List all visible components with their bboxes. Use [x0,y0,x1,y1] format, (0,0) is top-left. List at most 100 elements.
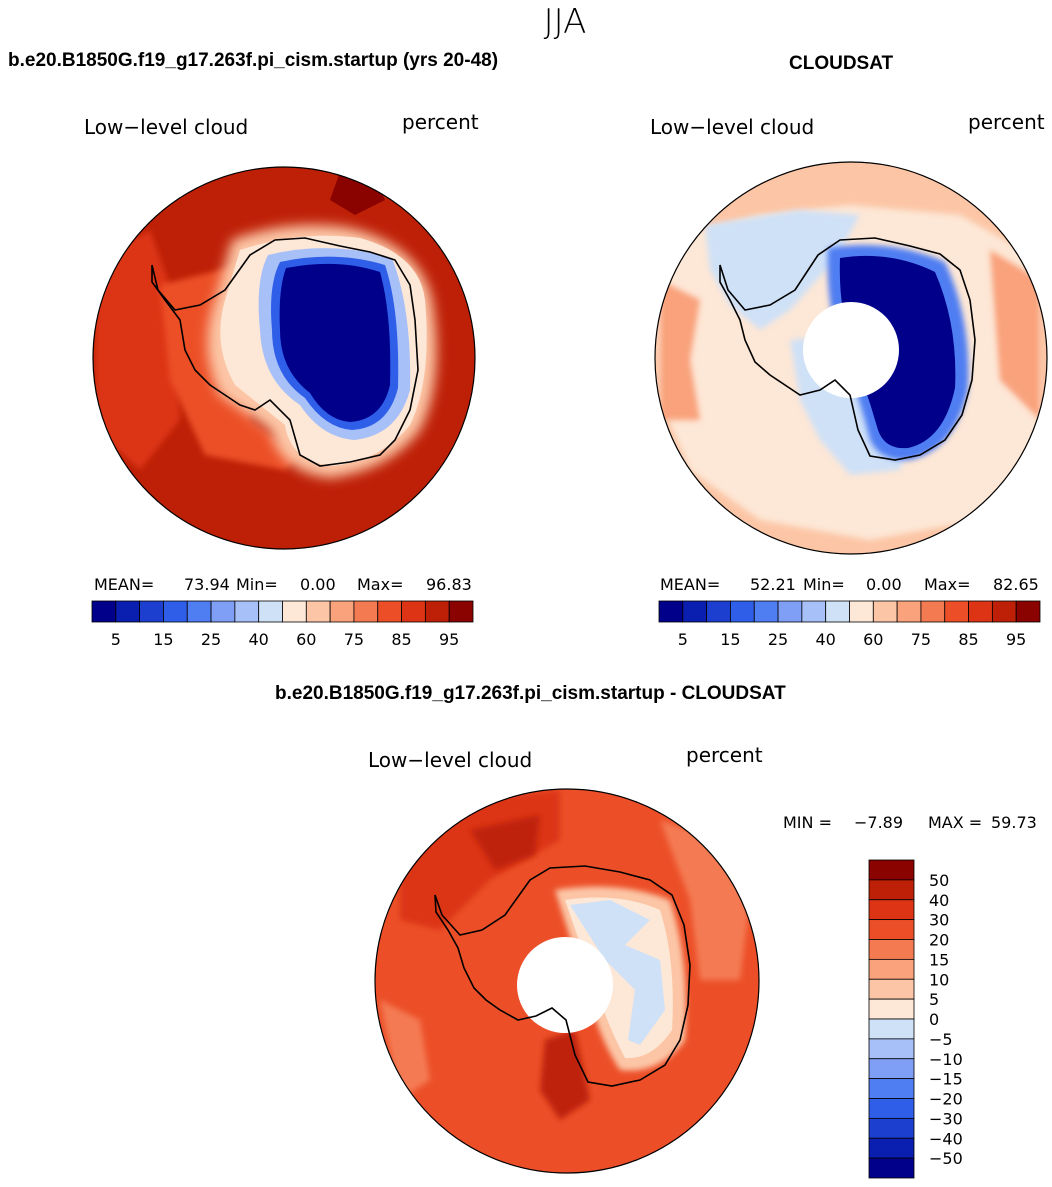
map1-field [93,167,475,549]
colorbar3-tick-label: −10 [929,1050,963,1069]
colorbar3-tick-label: 5 [929,990,939,1009]
colorbar2-box [753,600,779,623]
colorbar3-box [868,919,915,940]
colorbar1-box [448,600,474,623]
colorbar3-box [868,998,915,1020]
panel1-min-label: Min= [236,575,278,594]
colorbar2-box [777,600,803,623]
colorbar3-tick-label: 15 [929,950,949,969]
colorbar2-box [1015,600,1041,623]
colorbar3-box [868,1098,915,1119]
panel2-min-value: 0.00 [866,575,902,594]
colorbar3-box [868,1038,915,1060]
panel2-units-label: percent [968,110,1045,134]
panel2-min-label: Min= [803,575,845,594]
colorbar3-tick-label: 40 [929,891,949,910]
map1-coastline [151,237,419,467]
colorbar1-tick-label: 60 [296,630,316,649]
colorbar1-box [234,600,260,623]
panel2-title: CLOUDSAT [789,53,894,74]
colorbar2-box [920,600,946,623]
colorbar3-tick-label: −30 [929,1109,963,1128]
colorbar2-box [896,600,922,623]
colorbar2-box [968,600,993,623]
colorbar1-tick-label: 85 [391,630,411,649]
colorbar2-tick-label: 60 [863,630,883,649]
panel2-mean-value: 52.21 [750,575,796,594]
colorbar2-box [872,600,898,623]
panel3-min-label: MIN = [783,813,832,832]
panel3-title: b.e20.B1850G.f19_g17.263f.pi_cism.startu… [275,683,786,704]
colorbar2-box [706,600,731,623]
colorbar3-tick-label: −5 [929,1030,953,1049]
map2-border [654,161,1048,555]
panel2-max-label: Max= [924,575,971,594]
panel3-units-label: percent [686,743,763,767]
colorbar3-box [868,1117,915,1139]
panel1-mean-value: 73.94 [184,575,230,594]
colorbar2-tick-label: 5 [678,630,688,649]
map1-border [92,166,476,550]
colorbar1-box [210,600,236,623]
colorbars: 5 15 25 40 60 75 85 95 5 15 25 40 60 75 85 955040302015… [91,600,1041,1179]
colorbar1-tick-label: 25 [201,630,221,649]
map2-field [655,162,1047,554]
panel1-mean-label: MEAN= [94,575,155,594]
colorbar1-box [139,600,164,623]
colorbar2-tick-label: 15 [720,630,740,649]
panel1-min-value: 0.00 [300,575,336,594]
panel3-variable-label: Low−level cloud [368,748,533,772]
colorbar3-box [868,899,915,921]
colorbar2-box [991,600,1017,623]
panel3-max-label: MAX = [928,813,983,832]
colorbar1-box [186,600,212,623]
colorbar1-box [91,600,117,623]
colorbar2-tick-label: 85 [958,630,978,649]
panel3-max-value: 59.73 [991,813,1037,832]
colorbar1-tick-label: 75 [344,630,364,649]
colorbar3-tick-label: −20 [929,1090,963,1109]
colorbar1-box [377,600,402,623]
colorbar1-box [115,600,141,623]
colorbar3-tick-label: 0 [929,1010,939,1029]
map3-border [374,788,760,1174]
colorbar1-tick-label: 5 [111,630,121,649]
panel1-variable-label: Low−level cloud [84,115,249,139]
panel1-max-label: Max= [357,575,404,594]
colorbar3-tick-label: −50 [929,1149,963,1168]
panel1-title: b.e20.B1850G.f19_g17.263f.pi_cism.startu… [8,50,499,71]
colorbar3-box [868,939,915,960]
colorbar3-tick-label: 30 [929,911,949,930]
panel2-mean-label: MEAN= [660,575,721,594]
map2-coastline [719,237,976,461]
panel2-max-value: 82.65 [993,575,1039,594]
panel1-max-value: 96.83 [426,575,472,594]
map3-field [375,789,759,1173]
colorbar2-box [849,600,874,623]
colorbar2-box [801,600,827,623]
colorbar2-box [825,600,850,623]
colorbar3-box [868,1058,915,1080]
colorbar3-box [868,859,915,881]
colorbar2-box [944,600,969,623]
colorbar3-box [868,1137,915,1159]
colorbar1-box [163,600,188,623]
colorbar2-box [730,600,755,623]
colorbar3-tick-label: 20 [929,931,949,950]
colorbar2-tick-label: 95 [1006,630,1026,649]
colorbar1-box [282,600,307,623]
colorbar1-tick-label: 40 [249,630,269,649]
colorbar1-box [353,600,379,623]
season-title: JJA [543,2,587,42]
colorbar2-box [658,600,684,623]
colorbar1-tick-label: 95 [439,630,459,649]
colorbar2-box [682,600,708,623]
panel3-min-value: −7.89 [854,813,904,832]
colorbar3-box [868,879,915,901]
colorbar2-tick-label: 25 [768,630,788,649]
colorbar3-tick-label: 50 [929,871,949,890]
colorbar3-box [868,1157,915,1179]
colorbar1-box [329,600,355,623]
colorbar1-tick-label: 15 [153,630,173,649]
